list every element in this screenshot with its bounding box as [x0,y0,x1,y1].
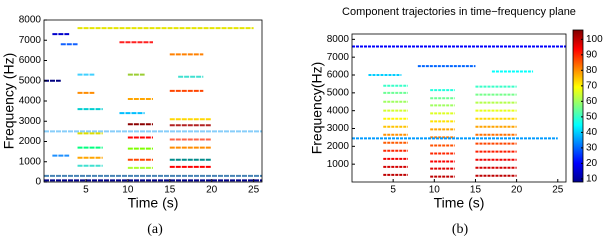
y-tick-label: 4000 [19,96,42,107]
y-tick-label: 2000 [327,141,350,152]
y-tick-label: 4000 [327,105,350,116]
x-tick-label: 20 [511,185,523,196]
colorbar-tick-label: 100 [586,34,603,45]
y-tick-label: 7000 [19,35,42,46]
colorbar-tick-label: 20 [586,158,598,169]
y-tick-label: 8000 [327,34,350,45]
page: 5101520250100020003000400050006000700080… [0,0,604,249]
y-tick-label: 6000 [327,70,350,81]
y-tick-label: 7000 [327,52,350,63]
y-tick-label: 2000 [19,136,42,147]
colorbar-tick-label: 10 [586,174,598,185]
y-tick-label: 6000 [19,55,42,66]
colorbar-tick-label: 30 [586,143,598,154]
caption: (a) [147,222,163,237]
x-axis-label: Time (s) [128,195,179,211]
colorbar-tick-label: 70 [586,80,598,91]
y-tick-label: 5000 [19,75,42,86]
x-tick-label: 20 [206,185,218,196]
colorbar-tick-label: 40 [586,127,598,138]
x-tick-label: 5 [83,185,89,196]
figure: 5101520250100020003000400050006000700080… [0,0,604,244]
colorbar [573,30,583,182]
x-axis-label: Time (s) [434,195,485,211]
y-tick-label: 8000 [19,15,42,26]
y-tick-label: 1000 [327,159,350,170]
y-axis-label: Frequency (Hz) [1,53,17,149]
caption: (b) [452,222,469,237]
colorbar-tick-label: 50 [586,111,598,122]
y-tick-label: 1000 [19,156,42,167]
y-axis-label: Frequency(Hz) [309,62,325,155]
y-tick-label: 3000 [327,123,350,134]
colorbar-tick-label: 80 [586,65,598,76]
x-tick-label: 25 [248,185,260,196]
y-tick-label: 0 [35,177,41,188]
chart-title: Component trajectories in time−frequency… [342,6,576,18]
colorbar-tick-label: 60 [586,96,598,107]
x-tick-label: 25 [552,185,564,196]
y-tick-label: 3000 [19,116,42,127]
colorbar-tick-label: 90 [586,49,598,60]
y-tick-label: 5000 [327,87,350,98]
x-tick-label: 5 [390,185,396,196]
